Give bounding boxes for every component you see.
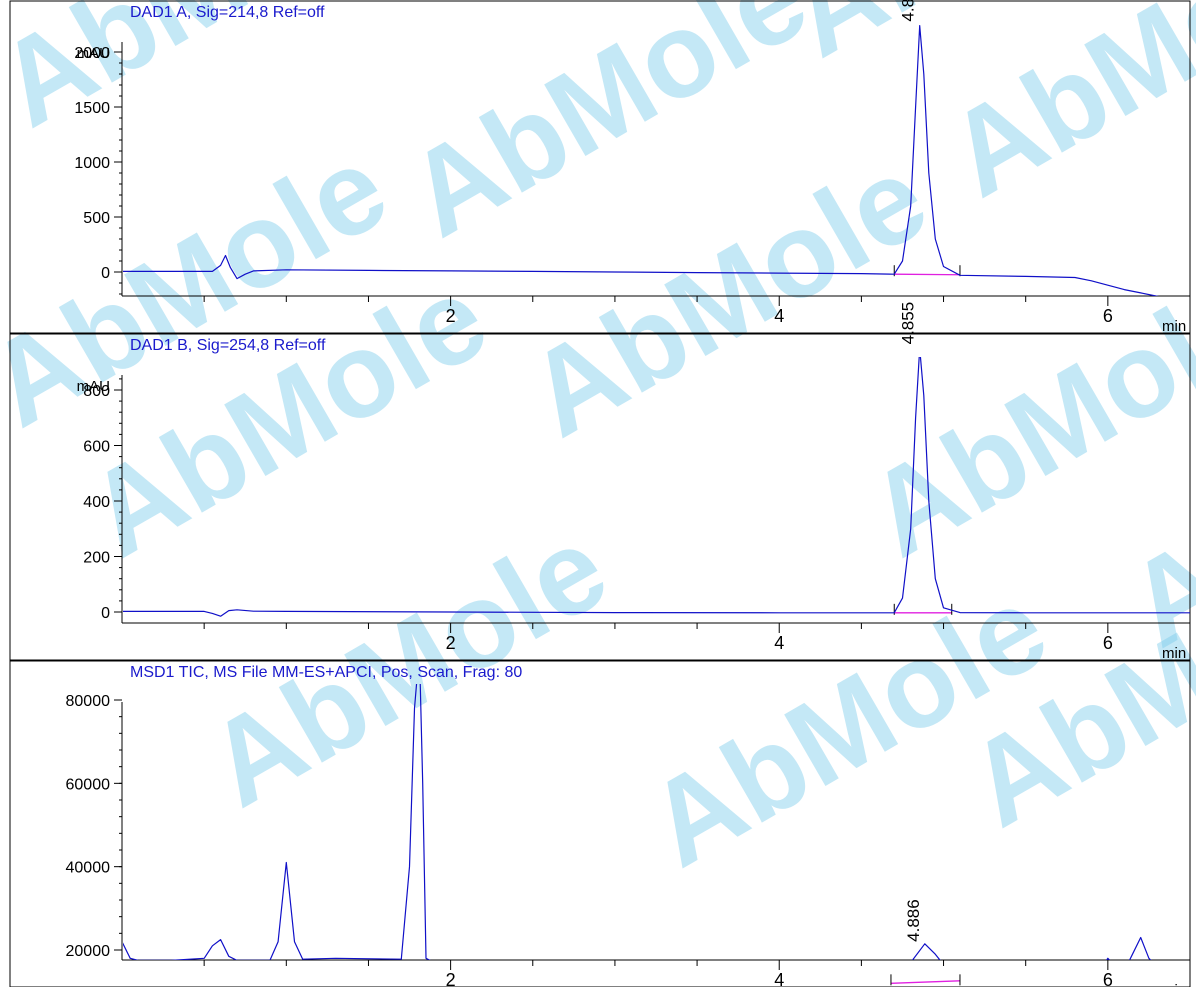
y-tick-label: 60000: [66, 776, 111, 793]
x-tick-label: 6: [1103, 306, 1113, 326]
x-tick-label: 2: [446, 970, 456, 987]
watermark-text: AbMole: [926, 0, 1196, 223]
chart-panels: DAD1 A, Sig=214,8 Ref=off 0 500 1000 1500 200…: [9, 0, 1191, 992]
series-line: [123, 684, 1152, 960]
series-line: [123, 357, 1190, 617]
y-axis-label: mAU: [77, 378, 110, 395]
chart-title: MSD1 TIC, MS File MM-ES+APCI, Pos, Scan,…: [130, 664, 522, 681]
integration-baseline: [894, 273, 960, 276]
y-tick-label: 400: [83, 494, 110, 511]
peak-label: 4.886: [904, 899, 923, 942]
x-axis-label: min: [1162, 645, 1186, 662]
y-tick-label: 1000: [74, 155, 110, 172]
y-tick-label: 40000: [66, 860, 111, 877]
x-tick-label: 4: [774, 970, 784, 987]
x-axis-label: min: [1162, 982, 1186, 987]
panel-frame: [9, 333, 1191, 661]
peak-label: 4.855: [899, 302, 918, 345]
series-line: [123, 25, 1160, 296]
x-tick-label: 4: [774, 306, 784, 326]
chart-panel-2: DAD1 B, Sig=254,8 Ref=off 0 200 400 600 800mA…: [9, 302, 1191, 662]
y-tick-label: 20000: [66, 943, 111, 960]
y-tick-label: 0: [101, 605, 110, 622]
peak-label: 4.855: [899, 0, 918, 22]
x-tick-label: 6: [1103, 970, 1113, 987]
chart-panel-1: DAD1 A, Sig=214,8 Ref=off 0 500 1000 1500 200…: [9, 0, 1191, 335]
y-tick-label: 1500: [74, 100, 110, 117]
panel-frame: [9, 0, 1191, 334]
y-axis-label: mAU: [77, 45, 110, 62]
y-tick-label: 0: [101, 265, 110, 282]
y-tick-label: 600: [83, 439, 110, 456]
x-tick-label: 6: [1103, 633, 1113, 653]
y-tick-label: 800: [83, 383, 110, 400]
y-tick-label: 500: [83, 210, 110, 227]
chart-title: DAD1 A, Sig=214,8 Ref=off: [130, 4, 325, 21]
chart-title: DAD1 B, Sig=254,8 Ref=off: [130, 337, 326, 354]
x-tick-label: 2: [446, 633, 456, 653]
y-tick-label: 2000: [74, 45, 110, 62]
x-tick-label: 4: [774, 633, 784, 653]
y-tick-label: 200: [83, 550, 110, 567]
x-tick-label: 2: [446, 306, 456, 326]
x-axis-label: min: [1162, 318, 1186, 335]
watermark-text: AbMole: [846, 250, 1196, 583]
integration-baseline: [890, 980, 960, 984]
y-tick-label: 80000: [66, 693, 111, 710]
watermark-text: AbMole: [0, 0, 418, 153]
